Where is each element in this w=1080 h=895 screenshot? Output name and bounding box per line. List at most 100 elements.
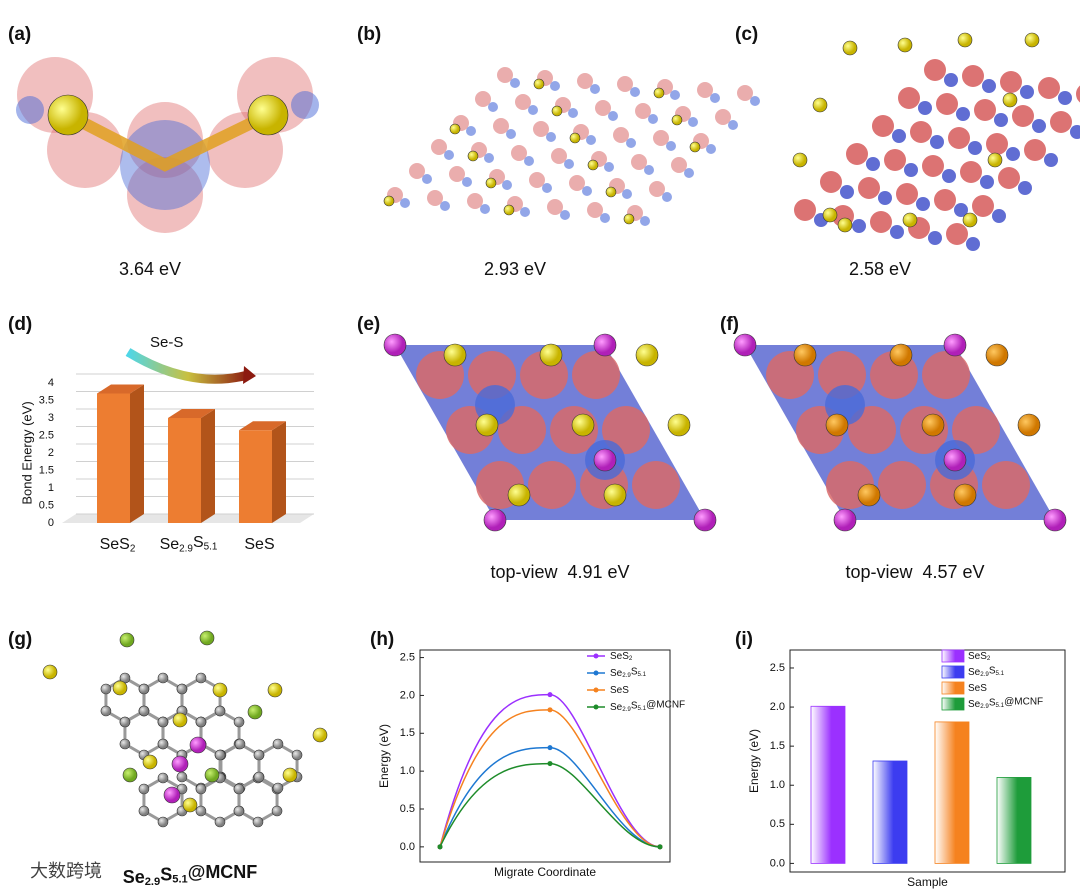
atom [157, 716, 169, 728]
y-tick-label: 4 [48, 377, 54, 389]
atom [551, 148, 567, 164]
atom [916, 197, 930, 211]
watermark: 大数跨境 [30, 861, 102, 881]
atom [503, 204, 515, 216]
atom [644, 165, 654, 175]
legend-swatch [593, 687, 599, 693]
panel-label: (e) [357, 314, 380, 335]
atom [493, 118, 509, 134]
atom [986, 133, 1008, 155]
atom [212, 682, 228, 698]
atom [195, 672, 207, 684]
bar-side [130, 384, 144, 523]
atom [422, 174, 432, 184]
panel-label: (f) [720, 314, 739, 335]
legend-label: SeS [610, 685, 629, 696]
atom [502, 180, 512, 190]
atom [100, 705, 112, 717]
text-run: SeS [100, 536, 130, 553]
atom [604, 162, 614, 172]
plot-frame [789, 649, 1066, 873]
atom [733, 333, 757, 357]
atom [577, 73, 593, 89]
text-run: Se [610, 668, 623, 679]
atom [542, 183, 552, 193]
atom [572, 351, 620, 399]
legend-label: Se2.9S5.1@MCNF [968, 696, 1043, 710]
atom [119, 716, 131, 728]
text-run: 2 [629, 655, 633, 662]
y-tick-label: 2.0 [400, 689, 415, 701]
atom [837, 217, 853, 233]
atom [587, 159, 599, 171]
text-run: Se [968, 667, 981, 678]
atom [533, 78, 545, 90]
atom [1043, 508, 1067, 532]
atom [546, 132, 556, 142]
atom [253, 749, 265, 761]
atom [630, 87, 640, 97]
atom [954, 203, 968, 217]
legend-swatch [593, 704, 599, 710]
atom [593, 448, 617, 472]
atom [488, 102, 498, 112]
legend-swatch [941, 665, 965, 679]
atom [510, 78, 520, 88]
y-tick-label: 2.5 [770, 662, 785, 674]
atom [750, 96, 760, 106]
atom [586, 135, 596, 145]
x-tick-label: Se2.9S5.1 [160, 534, 218, 554]
y-tick-label: 0.5 [770, 818, 785, 830]
bar-top [168, 409, 215, 418]
atom [985, 343, 1009, 367]
atom [1070, 125, 1080, 139]
y-tick-label: 2.0 [770, 701, 785, 713]
atom [571, 413, 595, 437]
text-run: 5.1 [172, 873, 188, 885]
atom [608, 111, 618, 121]
atom [635, 103, 651, 119]
atom [547, 199, 563, 215]
atom [822, 207, 838, 223]
atom [1006, 147, 1020, 161]
atom [528, 461, 576, 509]
atom [291, 749, 303, 761]
atom [214, 816, 226, 828]
atom [1018, 181, 1032, 195]
text-run: 2.9 [622, 672, 631, 679]
atom [924, 59, 946, 81]
atom [506, 129, 516, 139]
atom [956, 107, 970, 121]
legend-label: SeS2 [610, 651, 633, 662]
atom [119, 738, 131, 750]
atom [852, 219, 866, 233]
text-run: 5.1 [204, 541, 218, 552]
atom [233, 805, 245, 817]
atom [189, 736, 207, 754]
atom [253, 771, 265, 783]
atom [982, 461, 1030, 509]
text-run: 2.9 [145, 876, 161, 888]
panel-label: (a) [8, 24, 31, 45]
atom [818, 351, 866, 399]
legend-swatch [593, 653, 599, 659]
atom [182, 797, 198, 813]
atom [728, 120, 738, 130]
atom [400, 198, 410, 208]
atom [605, 186, 617, 198]
panel-label: (c) [735, 24, 758, 45]
atom [16, 96, 44, 124]
atom [427, 190, 443, 206]
atom [533, 121, 549, 137]
atom [623, 213, 635, 225]
atom [948, 127, 970, 149]
atom [157, 816, 169, 828]
series-line [439, 762, 661, 848]
point [547, 745, 553, 751]
atom [383, 195, 395, 207]
text-run: SeS [968, 651, 987, 662]
atom [1024, 32, 1040, 48]
y-axis-label: Energy (eV) [747, 729, 761, 793]
atom [528, 105, 538, 115]
atom [1020, 85, 1034, 99]
